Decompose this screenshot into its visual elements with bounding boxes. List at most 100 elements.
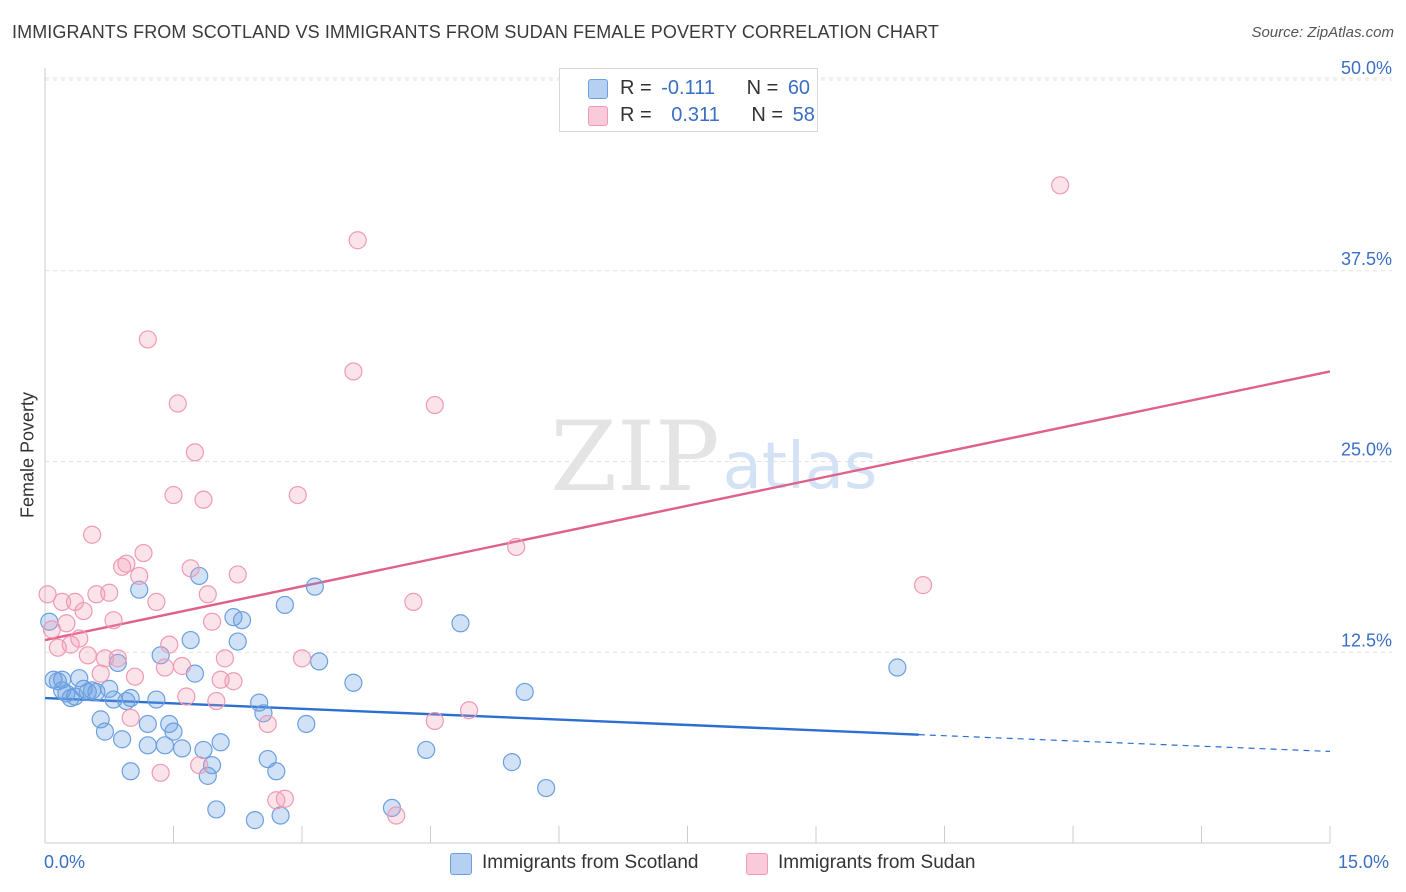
legend-r-label: R = (620, 77, 652, 99)
data-point-sudan (507, 537, 526, 557)
data-point-sudan (53, 592, 72, 611)
data-points (38, 176, 1070, 830)
data-point-sudan (181, 559, 200, 578)
data-point-sudan (275, 789, 294, 808)
data-point-scotland (515, 682, 534, 702)
data-point-scotland (310, 652, 329, 671)
data-point-sudan (138, 330, 157, 349)
data-point-sudan (83, 525, 102, 544)
data-point-scotland (202, 756, 222, 775)
bottom-legend-label-scotland: Immigrants from Scotland (482, 852, 699, 873)
y-tick-label: 12.5% (1341, 630, 1392, 650)
data-point-sudan (91, 664, 110, 683)
y-tick-label: 25.0% (1341, 440, 1392, 460)
bottom-legend-swatch-sudan (746, 853, 768, 875)
data-point-sudan (155, 658, 175, 677)
data-point-scotland (155, 736, 175, 755)
data-point-scotland (207, 800, 226, 819)
data-point-scotland (502, 753, 521, 772)
data-point-sudan (207, 691, 226, 711)
data-point-scotland (232, 611, 252, 630)
trend-line-sudan (44, 370, 1331, 642)
legend-r-label: R = (620, 104, 652, 126)
data-point-scotland (172, 739, 192, 758)
data-point-sudan (164, 485, 183, 505)
data-point-sudan (134, 543, 153, 563)
data-point-sudan (404, 592, 423, 611)
data-point-scotland (271, 806, 290, 825)
grid-lines (45, 77, 1392, 653)
legend-n-value: 58 (792, 104, 815, 126)
data-point-scotland (138, 714, 157, 734)
source-label: Source: ZipAtlas.com (1251, 24, 1394, 41)
watermark: ZIP atlas (550, 401, 877, 513)
data-point-scotland (100, 679, 119, 698)
data-point-sudan (348, 231, 367, 250)
data-point-scotland (130, 580, 149, 599)
data-point-scotland (194, 740, 213, 760)
data-point-sudan (224, 672, 243, 691)
data-point-scotland (254, 704, 273, 723)
data-point-sudan (425, 711, 444, 731)
data-point-sudan (108, 649, 127, 668)
data-point-sudan (202, 612, 222, 631)
data-point-sudan (38, 585, 57, 604)
data-point-scotland (228, 632, 247, 651)
data-point-sudan (288, 485, 307, 505)
data-point-sudan (228, 565, 247, 584)
data-point-scotland (164, 722, 183, 741)
data-point-scotland (245, 811, 264, 830)
legend-swatch-sudan (588, 106, 608, 126)
data-point-sudan (95, 649, 115, 668)
data-point-scotland (537, 778, 556, 798)
data-point-sudan (74, 601, 93, 621)
data-point-scotland (112, 730, 132, 749)
y-tick-labels: 12.5% 25.0% 37.5% 50.0% (1341, 58, 1392, 650)
legend-r-value: 0.311 (671, 104, 720, 126)
data-point-sudan (459, 701, 479, 720)
data-point-sudan (215, 649, 234, 668)
data-point-sudan (168, 394, 187, 413)
data-point-sudan (425, 395, 444, 415)
data-point-sudan (913, 576, 933, 595)
x-axis-min-label: 0.0% (44, 852, 86, 872)
data-point-scotland (344, 673, 363, 692)
trend-line-scotland-extension (918, 734, 1331, 753)
data-point-scotland (181, 630, 200, 650)
y-axis-label: Female Poverty (17, 391, 38, 519)
data-point-scotland (267, 762, 286, 781)
data-point-sudan (185, 443, 205, 462)
bottom-legend-label-sudan: Immigrants from Sudan (778, 852, 976, 873)
data-point-sudan (160, 635, 179, 654)
data-point-sudan (1051, 176, 1070, 195)
data-point-scotland (95, 722, 115, 741)
data-point-sudan (100, 583, 119, 602)
data-point-scotland (211, 733, 230, 752)
data-point-sudan (70, 629, 89, 648)
legend-n-label: N = (746, 77, 779, 99)
data-point-sudan (151, 763, 170, 782)
legend-n-value: 60 (787, 77, 811, 99)
data-point-scotland (48, 672, 67, 691)
data-point-scotland (305, 577, 324, 596)
data-point-sudan (121, 708, 140, 727)
data-point-scotland (250, 693, 269, 712)
data-point-sudan (147, 592, 166, 611)
data-point-sudan (190, 756, 209, 775)
axes (44, 68, 1331, 844)
chart-title: IMMIGRANTS FROM SCOTLAND VS IMMIGRANTS F… (12, 22, 939, 42)
data-point-scotland (147, 690, 166, 709)
legend-n-label: N = (751, 104, 784, 126)
y-tick-label: 37.5% (1341, 249, 1392, 269)
data-point-sudan (292, 649, 312, 668)
data-point-sudan (57, 614, 76, 633)
watermark-zip: ZIP (550, 401, 719, 513)
data-point-scotland (888, 658, 907, 677)
data-point-sudan (130, 566, 149, 586)
data-point-sudan (258, 714, 277, 734)
bottom-legend-swatch-scotland (450, 853, 472, 875)
legend: R = -0.111 N = 60 R = 0.311 N = 58 (559, 68, 818, 132)
data-point-scotland (121, 762, 140, 781)
data-point-sudan (117, 554, 136, 573)
